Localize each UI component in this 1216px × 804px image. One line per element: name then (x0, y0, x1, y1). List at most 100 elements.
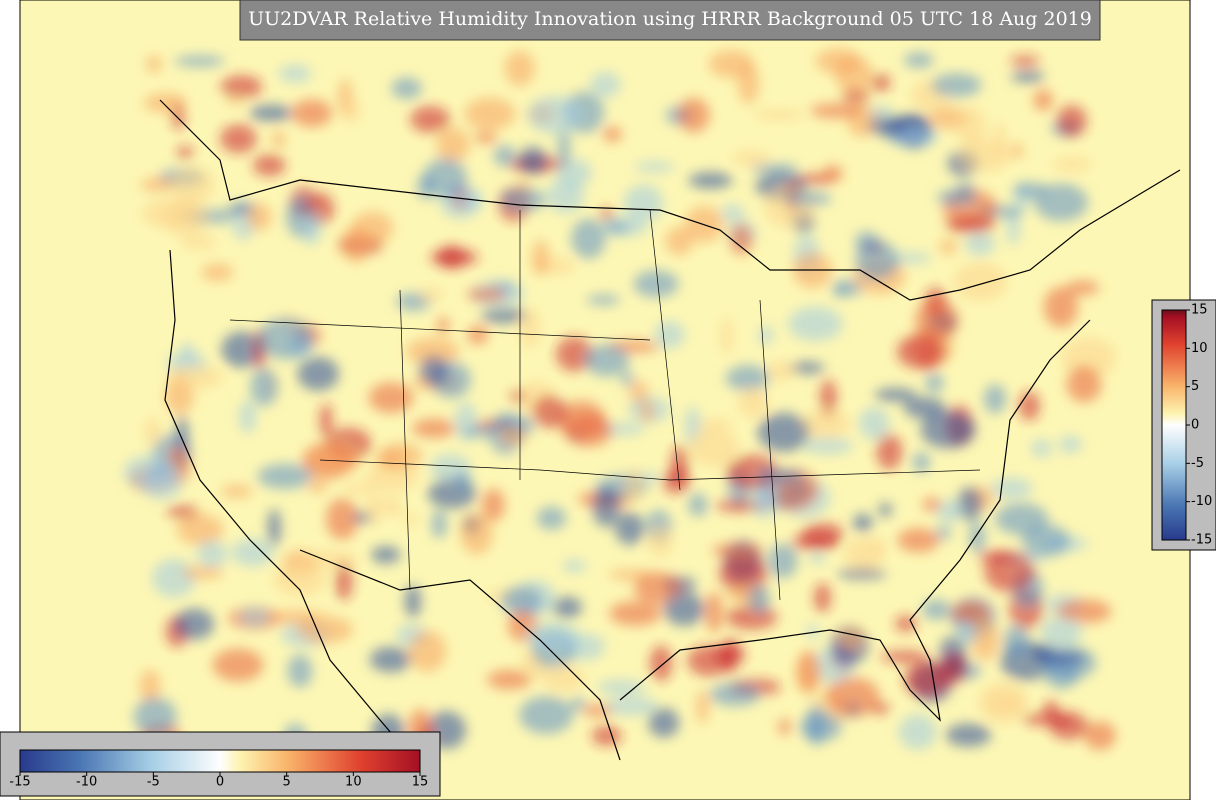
field-blob (758, 325, 774, 345)
field-blob (709, 682, 761, 707)
field-blob (181, 566, 225, 580)
field-blob (936, 189, 977, 206)
tick-label: -10 (76, 775, 97, 790)
field-blob (297, 616, 354, 644)
field-blob (665, 226, 694, 256)
field-blob (436, 316, 450, 334)
field-blob (430, 248, 479, 267)
field-blob (953, 600, 991, 626)
field-blob (584, 344, 630, 377)
field-blob (1033, 89, 1053, 112)
field-blob (152, 558, 196, 598)
field-blob (958, 620, 976, 647)
field-blob (640, 399, 655, 423)
field-blob (778, 718, 791, 736)
field-blob (219, 124, 257, 154)
field-blob (806, 624, 820, 639)
field-blob (174, 608, 215, 640)
field-blob (258, 317, 314, 360)
field-blob (922, 497, 942, 512)
tick-label: -5 (147, 775, 160, 790)
field-blob (212, 648, 264, 682)
field-blob (750, 487, 779, 519)
field-blob (720, 316, 733, 355)
field-blob (176, 514, 224, 546)
field-blob (634, 161, 675, 173)
boundaries (159, 99, 1181, 791)
field-blob (174, 55, 225, 67)
field-blob (369, 646, 412, 673)
coast-south-east (299, 319, 1091, 761)
field-blob (605, 696, 658, 716)
field-blob (436, 127, 471, 162)
field-blob (341, 483, 374, 494)
tick-label: 5 (1191, 379, 1199, 394)
field-blob (990, 477, 1033, 499)
field-blob (480, 307, 528, 324)
map-background (19, 0, 1191, 801)
field-blob (854, 240, 899, 280)
field-blob (806, 704, 826, 746)
field-blob (903, 396, 946, 419)
field-blob (955, 106, 986, 147)
tick-label: 5 (283, 775, 291, 790)
field-blob (552, 596, 583, 619)
field-blob (344, 98, 360, 124)
field-blob (368, 382, 414, 414)
field-blob (1056, 599, 1112, 624)
field-blob (648, 707, 680, 738)
field-blob (167, 365, 223, 389)
field-blob (711, 543, 764, 559)
field-blob (903, 661, 951, 697)
field-blob (688, 427, 739, 467)
field-blob (518, 146, 548, 175)
field-blob (406, 337, 460, 366)
field-blob (837, 626, 865, 651)
border-north (159, 99, 1181, 301)
tick-label: 0 (216, 775, 224, 790)
field-blob (220, 75, 263, 99)
field-blob (894, 615, 918, 632)
field-blob (903, 52, 934, 69)
field-blob (145, 55, 162, 73)
field-blob (239, 399, 257, 434)
field-blob (898, 714, 937, 750)
field-blob (460, 513, 493, 555)
field-blob (391, 77, 422, 100)
field-blob (532, 395, 567, 428)
field-blob (1084, 721, 1116, 750)
field-blob (737, 63, 760, 105)
field-blob (411, 418, 456, 439)
field-blob (920, 411, 976, 449)
field-blob (724, 636, 738, 674)
field-blob (404, 584, 422, 618)
field-blob (868, 105, 893, 117)
field-blob (1056, 105, 1087, 137)
field-blob (858, 407, 890, 440)
field-blob (802, 438, 854, 455)
field-blob (536, 506, 567, 530)
tick-label: -15 (9, 775, 30, 790)
field-blob (696, 418, 734, 430)
field-blob (757, 469, 805, 482)
tick-label: 10 (1191, 341, 1208, 356)
field-blob (1066, 280, 1100, 296)
coast-west (164, 249, 441, 791)
field-blob (914, 299, 959, 341)
field-blob (654, 321, 685, 349)
field-blob (921, 599, 951, 620)
field-blob (590, 71, 621, 98)
field-blob (571, 218, 606, 259)
field-blob (570, 696, 586, 712)
field-blob (268, 610, 320, 625)
field-blob (609, 601, 662, 626)
field-blob (757, 412, 810, 453)
field-blob (462, 427, 495, 438)
field-blob (278, 64, 312, 83)
field-blob (504, 50, 535, 87)
field-blob (725, 454, 779, 490)
field-blob (784, 191, 832, 206)
field-blob (371, 546, 401, 564)
field-blob (510, 389, 526, 403)
